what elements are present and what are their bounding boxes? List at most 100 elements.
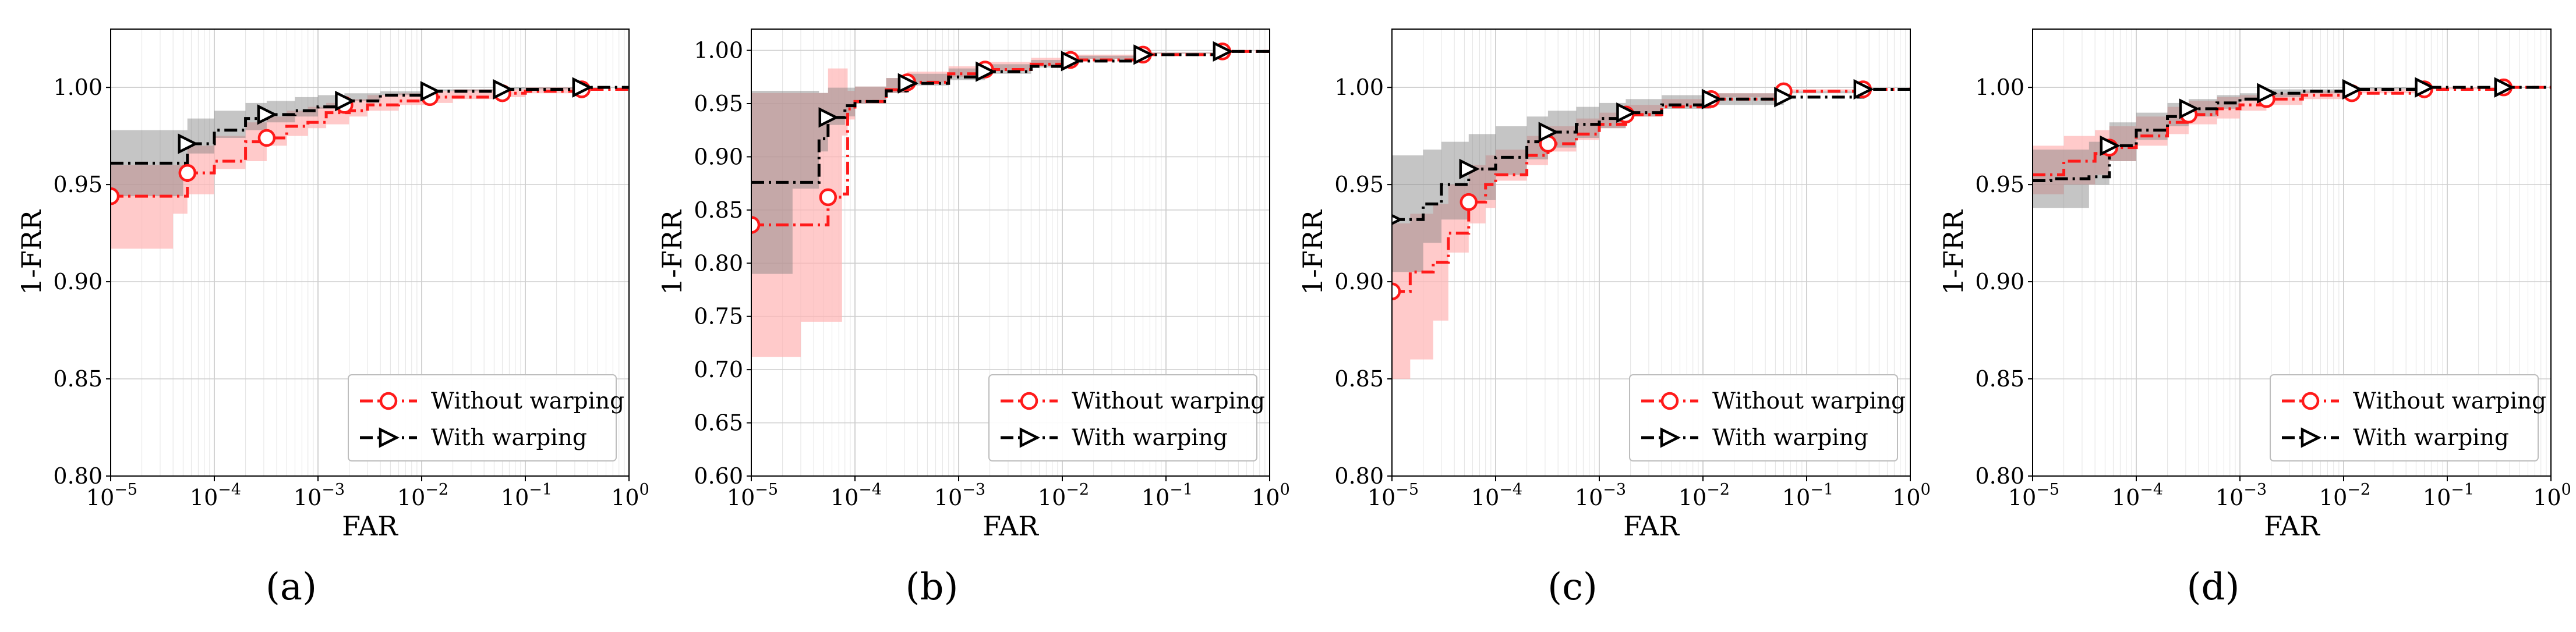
legend-box [348, 374, 617, 461]
x-axis-title: FAR [983, 510, 1039, 542]
series-line-with-warping [111, 86, 629, 165]
x-tick-label: 10−3 [1575, 481, 1626, 510]
legend-label: Without warping [2353, 388, 2546, 414]
legend-circle-marker [1660, 392, 1679, 410]
confidence-band-with-warping [1392, 87, 1910, 292]
panel-label: (b) [906, 566, 959, 609]
confidence-band-without-warping [2033, 87, 2551, 208]
y-tick-label: 0.85 [1975, 366, 2024, 392]
y-tick-label: 0.90 [1334, 269, 1384, 294]
y-tick-label: 0.65 [694, 410, 743, 436]
legend: Without warping With warping [988, 374, 1265, 461]
y-axis-title: 1-FRR [1297, 210, 1328, 295]
y-axis-title: 1-FRR [656, 210, 688, 295]
legend-label: Without warping [1072, 388, 1265, 414]
chart-panel-c: 0.80 0.85 0.90 0.95 1.00 10−5 10−4 10−3 10−2 10−1… [1297, 29, 1931, 609]
data-point-without-warping [1392, 282, 1401, 301]
data-point-with-warping [1213, 41, 1234, 62]
legend-box [988, 374, 1257, 461]
legend: Without warping With warping [2270, 374, 2546, 461]
y-tick-label: 0.90 [53, 269, 103, 294]
legend-box [1629, 374, 1898, 461]
x-tick-label: 10−2 [1038, 481, 1089, 510]
plot-area [751, 41, 1270, 357]
x-tick-label: 100 [1892, 481, 1931, 510]
y-tick-label: 0.95 [694, 91, 743, 116]
legend-circle-marker [2301, 392, 2320, 410]
plot-frame [2032, 29, 2552, 477]
legend-label: Without warping [1712, 388, 1906, 414]
data-point-with-warping [257, 104, 278, 125]
chart-panel-a: 0.80 0.85 0.90 0.95 1.00 10−5 10−4 10−3 10−2 10−1… [16, 29, 649, 609]
x-tick-label: 10−4 [190, 481, 241, 510]
y-tick-label: 0.90 [694, 144, 743, 169]
legend-circle-marker [1020, 392, 1038, 410]
legend-triangle-marker [379, 427, 400, 448]
panel-label: (c) [1547, 566, 1598, 609]
y-tick-label: 1.00 [1975, 74, 2024, 100]
legend-label: With warping [1712, 425, 1868, 451]
y-tick-label: 0.95 [1975, 172, 2024, 197]
data-point-without-warping [111, 187, 120, 205]
x-tick-label: 10−2 [1679, 481, 1730, 510]
y-tick-label: 0.95 [1334, 172, 1384, 197]
plot-frame [751, 29, 1270, 477]
y-tick-label: 1.00 [694, 38, 743, 63]
data-point-with-warping [2179, 98, 2200, 119]
x-tick-label: 10−5 [2008, 481, 2059, 510]
x-tick-label: 10−1 [2423, 481, 2474, 510]
plot-frame [1391, 29, 1911, 477]
data-point-with-warping [1701, 88, 1723, 109]
x-tick-label: 10−2 [397, 481, 448, 510]
x-tick-label: 100 [2533, 481, 2571, 510]
x-tick-label: 10−4 [1471, 481, 1522, 510]
y-tick-label: 0.90 [1975, 269, 2024, 294]
data-point-with-warping [420, 81, 441, 102]
data-point-with-warping [818, 107, 839, 128]
y-tick-label: 0.80 [53, 463, 103, 489]
y-tick-label: 0.95 [53, 172, 103, 197]
data-point-with-warping [1459, 158, 1480, 180]
data-point-without-warping [178, 164, 197, 182]
y-tick-label: 1.00 [53, 74, 103, 100]
series-line-without-warping [111, 87, 629, 198]
legend-label: With warping [1072, 425, 1228, 451]
data-point-without-warping [819, 188, 838, 207]
y-tick-label: 0.70 [694, 357, 743, 382]
legend-triangle-marker [2301, 427, 2322, 448]
y-tick-label: 0.80 [1334, 463, 1384, 489]
plot-area [2033, 77, 2551, 208]
x-axis-title: FAR [342, 510, 398, 542]
confidence-band-without-warping [1392, 87, 1910, 389]
x-tick-label: 10−2 [2319, 481, 2370, 510]
data-point-with-warping [1392, 214, 1404, 225]
data-point-with-warping [2494, 77, 2515, 98]
x-tick-label: 100 [1252, 481, 1290, 510]
data-point-with-warping [2257, 83, 2278, 104]
legend-box [2270, 374, 2539, 461]
data-point-with-warping [2342, 79, 2363, 100]
data-point-with-warping [1616, 102, 1637, 123]
plot-frame [110, 29, 630, 477]
chart-panel-d: 0.80 0.85 0.90 0.95 1.00 10−5 10−4 10−3 10−2 10−1… [1938, 29, 2571, 609]
legend-triangle-marker [1660, 427, 1681, 448]
confidence-band-with-warping [111, 87, 629, 197]
x-tick-label: 10−3 [934, 481, 985, 510]
legend: Without warping With warping [348, 374, 624, 461]
data-point-with-warping [335, 90, 356, 112]
legend-triangle-marker [1019, 427, 1041, 448]
data-point-with-warping [1061, 51, 1082, 72]
x-tick-label: 10−1 [1782, 481, 1833, 510]
x-tick-label: 10−3 [2215, 481, 2267, 510]
plot-area [111, 77, 629, 249]
data-point-with-warping [572, 77, 593, 98]
x-tick-label: 10−4 [2112, 481, 2163, 510]
data-point-with-warping [1538, 122, 1559, 143]
x-tick-label: 10−1 [501, 481, 552, 510]
chart-panel-b: 0.60 0.65 0.70 0.75 0.80 0.85 0.90 0.95 1.00 10−5… [656, 29, 1290, 609]
data-point-with-warping [976, 61, 997, 82]
data-point-with-warping [493, 79, 514, 100]
x-tick-label: 10−5 [1367, 481, 1419, 510]
x-tick-label: 10−1 [1142, 481, 1193, 510]
